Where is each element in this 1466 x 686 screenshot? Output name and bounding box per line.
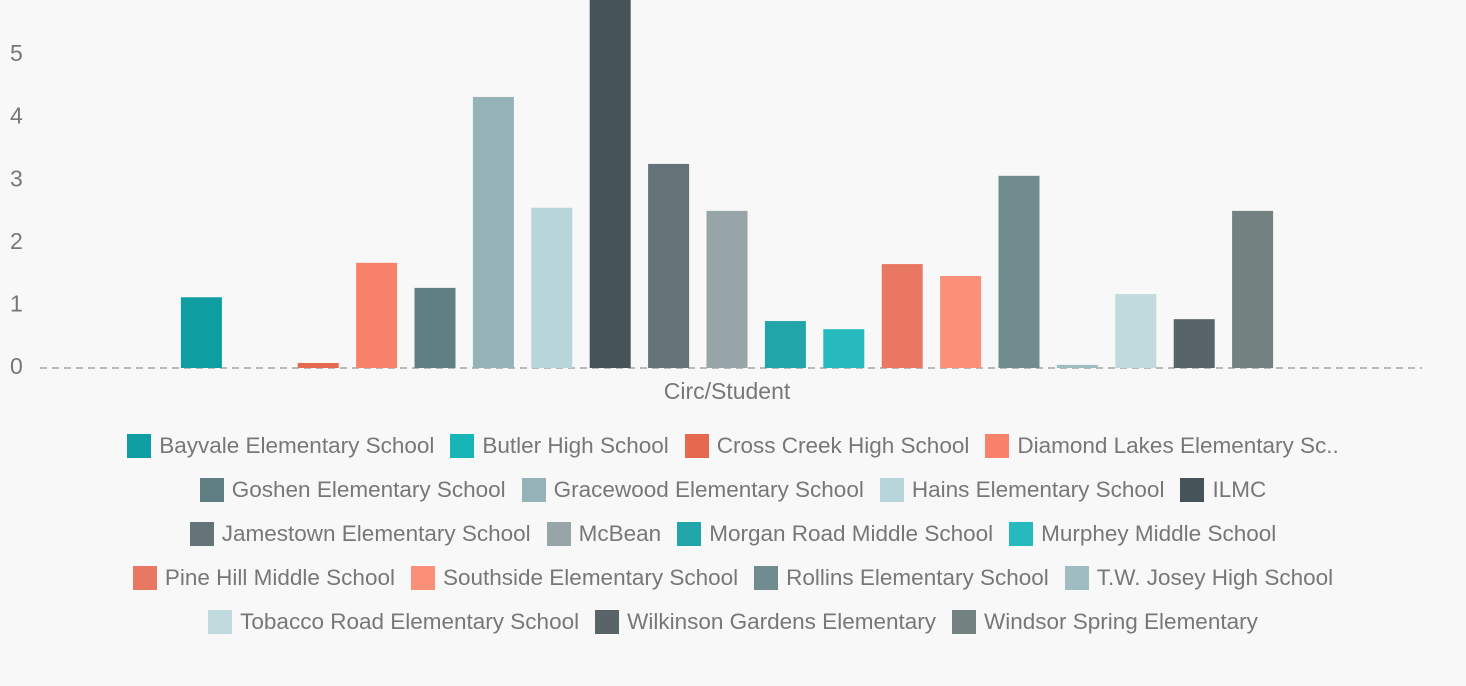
legend-row: Bayvale Elementary School Butler High Sch… [0,424,1466,468]
bar [589,0,631,368]
legend-item[interactable]: Cross Creek High School [684,433,970,459]
legend-swatch [1180,478,1205,502]
legend-row: Goshen Elementary School Gracewood Elemen… [0,468,1466,512]
legend-swatch [450,434,475,458]
y-tick-label: 4 [10,103,23,129]
bar [706,210,748,368]
legend-item[interactable]: Murphey Middle School [1009,521,1276,547]
bar [998,175,1040,368]
legend-item[interactable]: Windsor Spring Elementary [951,609,1258,635]
y-tick-label: 0 [10,353,23,379]
legend-label: Goshen Elementary School [231,477,506,502]
legend-swatch [521,478,546,502]
legend-swatch [127,434,152,458]
y-tick-label: 6 [10,0,23,3]
legend-item[interactable]: Southside Elementary School [410,565,739,591]
bar [180,297,222,368]
legend-label: Gracewood Elementary School [553,477,864,502]
legend-label: Tobacco Road Elementary School [240,609,580,634]
legend-label: Rollins Elementary School [786,565,1049,590]
legend-swatch [1064,566,1089,590]
legend-swatch [754,566,779,590]
legend-item[interactable]: T.W. Josey High School [1064,565,1334,591]
legend-label: Jamestown Elementary School [221,521,531,546]
legend-swatch [208,610,233,634]
legend-row: Pine Hill Middle School Southside Element… [0,556,1466,600]
legend-swatch [677,522,702,546]
legend: Bayvale Elementary School Butler High Sch… [0,424,1466,644]
bar [472,96,514,368]
legend-swatch [132,566,157,590]
legend-swatch [1009,522,1034,546]
chart: 0 1 2 3 4 5 6 Circ/Student [10,0,1422,404]
legend-item[interactable]: Tobacco Road Elementary School [208,609,579,635]
legend-item[interactable]: Pine Hill Middle School [132,565,395,591]
legend-item[interactable]: Wilkinson Gardens Elementary [595,609,936,635]
legend-swatch [199,478,224,502]
y-tick-label: 2 [10,228,23,254]
legend-swatch [595,610,620,634]
legend-label: Cross Creek High School [716,433,970,458]
legend-swatch [951,610,976,634]
bar [297,362,339,368]
legend-label: Windsor Spring Elementary [983,609,1258,634]
legend-label: Bayvale Elementary School [159,433,435,458]
legend-item[interactable]: Morgan Road Middle School [677,521,993,547]
bar [356,262,398,368]
y-tick-label: 3 [10,165,23,191]
x-axis-category: Circ/Student [664,378,791,404]
legend-swatch [546,522,571,546]
bar [648,163,690,368]
legend-label: McBean [578,521,662,546]
bar [1173,319,1215,368]
legend-swatch [189,522,214,546]
legend-item[interactable]: Rollins Elementary School [754,565,1049,591]
legend-item[interactable]: Butler High School [450,433,669,459]
legend-item[interactable]: ILMC [1180,477,1266,503]
bar [764,321,806,368]
bar [1232,210,1274,368]
legend-label: Morgan Road Middle School [709,521,994,546]
y-tick-label: 1 [10,290,23,316]
legend-swatch [684,434,709,458]
bar [823,329,865,368]
legend-swatch [985,434,1010,458]
bar [414,287,456,368]
legend-label: Hains Elementary School [911,477,1165,502]
legend-item[interactable]: Gracewood Elementary School [521,477,864,503]
bar [531,207,573,368]
legend-row: Tobacco Road Elementary School Wilkinson … [0,600,1466,644]
legend-item[interactable]: Jamestown Elementary School [189,521,531,547]
legend-item[interactable]: McBean [546,521,662,547]
bar [1115,294,1157,368]
legend-label: Southside Elementary School [442,565,739,590]
legend-item[interactable]: Goshen Elementary School [199,477,506,503]
legend-item[interactable]: Hains Elementary School [879,477,1165,503]
y-tick-label: 5 [10,40,23,66]
legend-label: Diamond Lakes Elementary Sc.. [1017,433,1339,458]
legend-swatch [410,566,435,590]
bar [1056,364,1098,368]
bar [940,275,982,368]
legend-item[interactable]: Diamond Lakes Elementary Sc.. [985,433,1339,459]
legend-label: Pine Hill Middle School [164,565,395,590]
legend-label: Murphey Middle School [1041,521,1277,546]
bar [881,264,923,368]
legend-swatch [879,478,904,502]
legend-label: Wilkinson Gardens Elementary [627,609,936,634]
legend-label: Butler High School [482,433,669,458]
legend-row: Jamestown Elementary School McBean Morgan … [0,512,1466,556]
legend-label: ILMC [1212,477,1267,502]
legend-label: T.W. Josey High School [1096,565,1334,590]
legend-item[interactable]: Bayvale Elementary School [127,433,434,459]
